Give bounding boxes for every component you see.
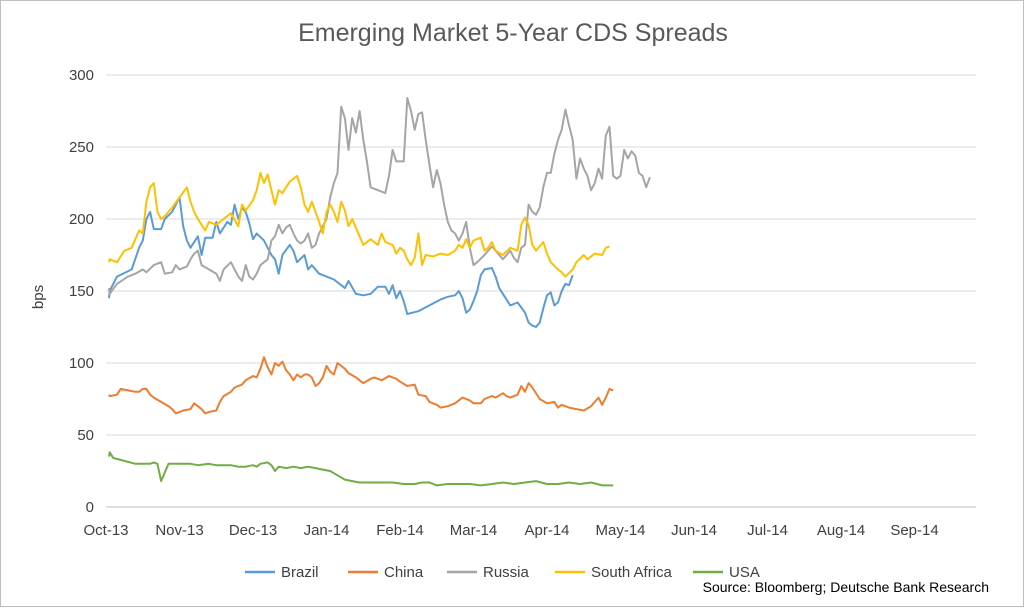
- y-tick-label: 300: [69, 67, 94, 84]
- x-tick-label: Dec-13: [229, 522, 277, 539]
- y-tick-label: 250: [69, 139, 94, 156]
- series-lines: [108, 97, 651, 487]
- x-tick-label: Aug-14: [817, 522, 865, 539]
- chart-title: Emerging Market 5-Year CDS Spreads: [298, 19, 728, 47]
- x-tick-label: Jul-14: [747, 522, 788, 539]
- x-tick-labels: Oct-13 Nov-13 Dec-13 Jan-14 Feb-14 Mar-14 Apr-…: [83, 522, 938, 539]
- series-line-china: [108, 356, 614, 415]
- legend: Brazil China Russia South Africa USA: [245, 564, 760, 581]
- y-tick-label: 200: [69, 211, 94, 228]
- series-line-russia: [108, 97, 651, 295]
- x-tick-label: Jun-14: [671, 522, 717, 539]
- y-tick-label: 100: [69, 355, 94, 372]
- x-tick-label: Mar-14: [450, 522, 498, 539]
- x-tick-label: May-14: [595, 522, 645, 539]
- x-tick-label: Apr-14: [524, 522, 569, 539]
- source-note: Source: Bloomberg; Deutsche Bank Researc…: [703, 579, 989, 595]
- y-tick-label: 50: [77, 427, 94, 444]
- y-axis-label: bps: [30, 285, 47, 309]
- x-tick-label: Oct-13: [83, 522, 128, 539]
- y-tick-label: 150: [69, 283, 94, 300]
- y-tick-labels: 0 50 100 150 200 250 300: [69, 67, 94, 516]
- legend-label: China: [384, 564, 424, 581]
- legend-label: Brazil: [281, 564, 319, 581]
- y-tick-label: 0: [86, 499, 94, 516]
- legend-label: Russia: [483, 564, 530, 581]
- gridlines: [106, 74, 976, 436]
- x-tick-label: Sep-14: [890, 522, 938, 539]
- legend-label: South Africa: [591, 564, 673, 581]
- series-line-usa: [108, 451, 614, 487]
- x-tick-label: Jan-14: [304, 522, 350, 539]
- legend-label: USA: [729, 564, 760, 581]
- series-line-brazil: [108, 196, 574, 328]
- x-tick-label: Nov-13: [155, 522, 203, 539]
- x-tick-label: Feb-14: [376, 522, 424, 539]
- series-line-south-africa: [108, 171, 610, 278]
